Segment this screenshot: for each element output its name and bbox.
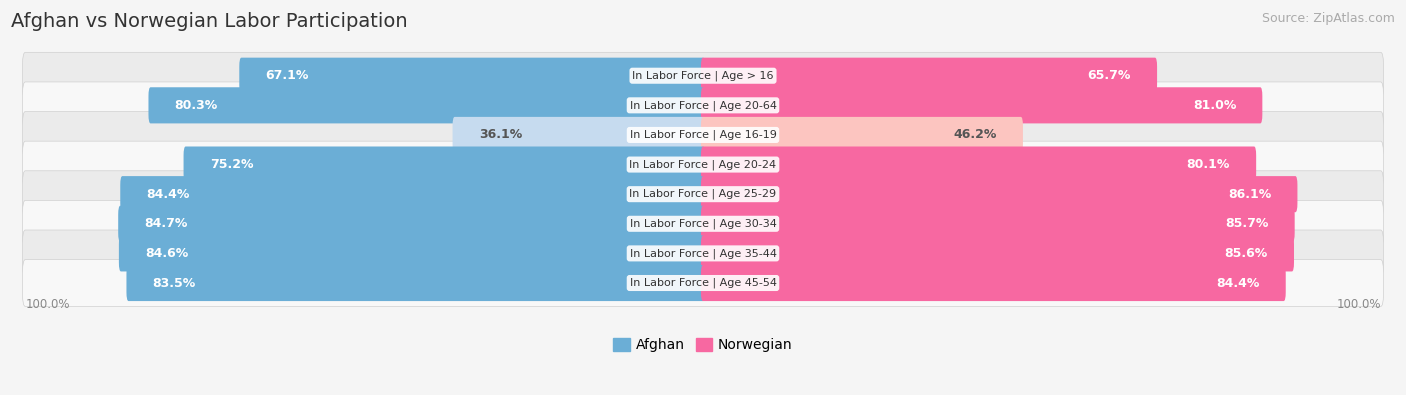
- FancyBboxPatch shape: [127, 265, 704, 301]
- Text: 65.7%: 65.7%: [1088, 69, 1130, 82]
- Text: 84.7%: 84.7%: [145, 217, 188, 230]
- Text: In Labor Force | Age 20-24: In Labor Force | Age 20-24: [630, 159, 776, 170]
- Text: Afghan vs Norwegian Labor Participation: Afghan vs Norwegian Labor Participation: [11, 12, 408, 31]
- FancyBboxPatch shape: [702, 87, 1263, 123]
- FancyBboxPatch shape: [702, 58, 1157, 94]
- FancyBboxPatch shape: [702, 235, 1294, 271]
- FancyBboxPatch shape: [702, 147, 1256, 182]
- Text: 80.3%: 80.3%: [174, 99, 218, 112]
- FancyBboxPatch shape: [22, 111, 1384, 158]
- FancyBboxPatch shape: [118, 206, 704, 242]
- FancyBboxPatch shape: [22, 82, 1384, 129]
- FancyBboxPatch shape: [22, 141, 1384, 188]
- Text: 84.4%: 84.4%: [146, 188, 190, 201]
- Text: 67.1%: 67.1%: [266, 69, 309, 82]
- FancyBboxPatch shape: [22, 52, 1384, 99]
- FancyBboxPatch shape: [22, 171, 1384, 218]
- FancyBboxPatch shape: [184, 147, 704, 182]
- Text: In Labor Force | Age 25-29: In Labor Force | Age 25-29: [630, 189, 776, 199]
- Text: 80.1%: 80.1%: [1187, 158, 1230, 171]
- FancyBboxPatch shape: [239, 58, 704, 94]
- FancyBboxPatch shape: [702, 265, 1285, 301]
- Text: 86.1%: 86.1%: [1227, 188, 1271, 201]
- Text: 85.6%: 85.6%: [1225, 247, 1268, 260]
- Text: In Labor Force | Age 30-34: In Labor Force | Age 30-34: [630, 218, 776, 229]
- FancyBboxPatch shape: [121, 176, 704, 212]
- Text: 75.2%: 75.2%: [209, 158, 253, 171]
- Text: 84.4%: 84.4%: [1216, 276, 1260, 290]
- Text: 46.2%: 46.2%: [953, 128, 997, 141]
- FancyBboxPatch shape: [702, 117, 1024, 153]
- Text: In Labor Force | Age > 16: In Labor Force | Age > 16: [633, 70, 773, 81]
- Text: 83.5%: 83.5%: [153, 276, 195, 290]
- Text: 81.0%: 81.0%: [1192, 99, 1236, 112]
- Text: In Labor Force | Age 16-19: In Labor Force | Age 16-19: [630, 130, 776, 140]
- Text: 36.1%: 36.1%: [478, 128, 522, 141]
- Text: 100.0%: 100.0%: [25, 298, 70, 311]
- Text: 100.0%: 100.0%: [1336, 298, 1381, 311]
- FancyBboxPatch shape: [120, 235, 704, 271]
- FancyBboxPatch shape: [149, 87, 704, 123]
- FancyBboxPatch shape: [702, 206, 1295, 242]
- Text: In Labor Force | Age 20-64: In Labor Force | Age 20-64: [630, 100, 776, 111]
- FancyBboxPatch shape: [702, 176, 1298, 212]
- Text: In Labor Force | Age 35-44: In Labor Force | Age 35-44: [630, 248, 776, 259]
- Legend: Afghan, Norwegian: Afghan, Norwegian: [607, 333, 799, 358]
- Text: Source: ZipAtlas.com: Source: ZipAtlas.com: [1261, 12, 1395, 25]
- FancyBboxPatch shape: [22, 260, 1384, 307]
- Text: 85.7%: 85.7%: [1225, 217, 1268, 230]
- Text: 84.6%: 84.6%: [145, 247, 188, 260]
- FancyBboxPatch shape: [453, 117, 704, 153]
- FancyBboxPatch shape: [22, 230, 1384, 277]
- Text: In Labor Force | Age 45-54: In Labor Force | Age 45-54: [630, 278, 776, 288]
- FancyBboxPatch shape: [22, 200, 1384, 247]
